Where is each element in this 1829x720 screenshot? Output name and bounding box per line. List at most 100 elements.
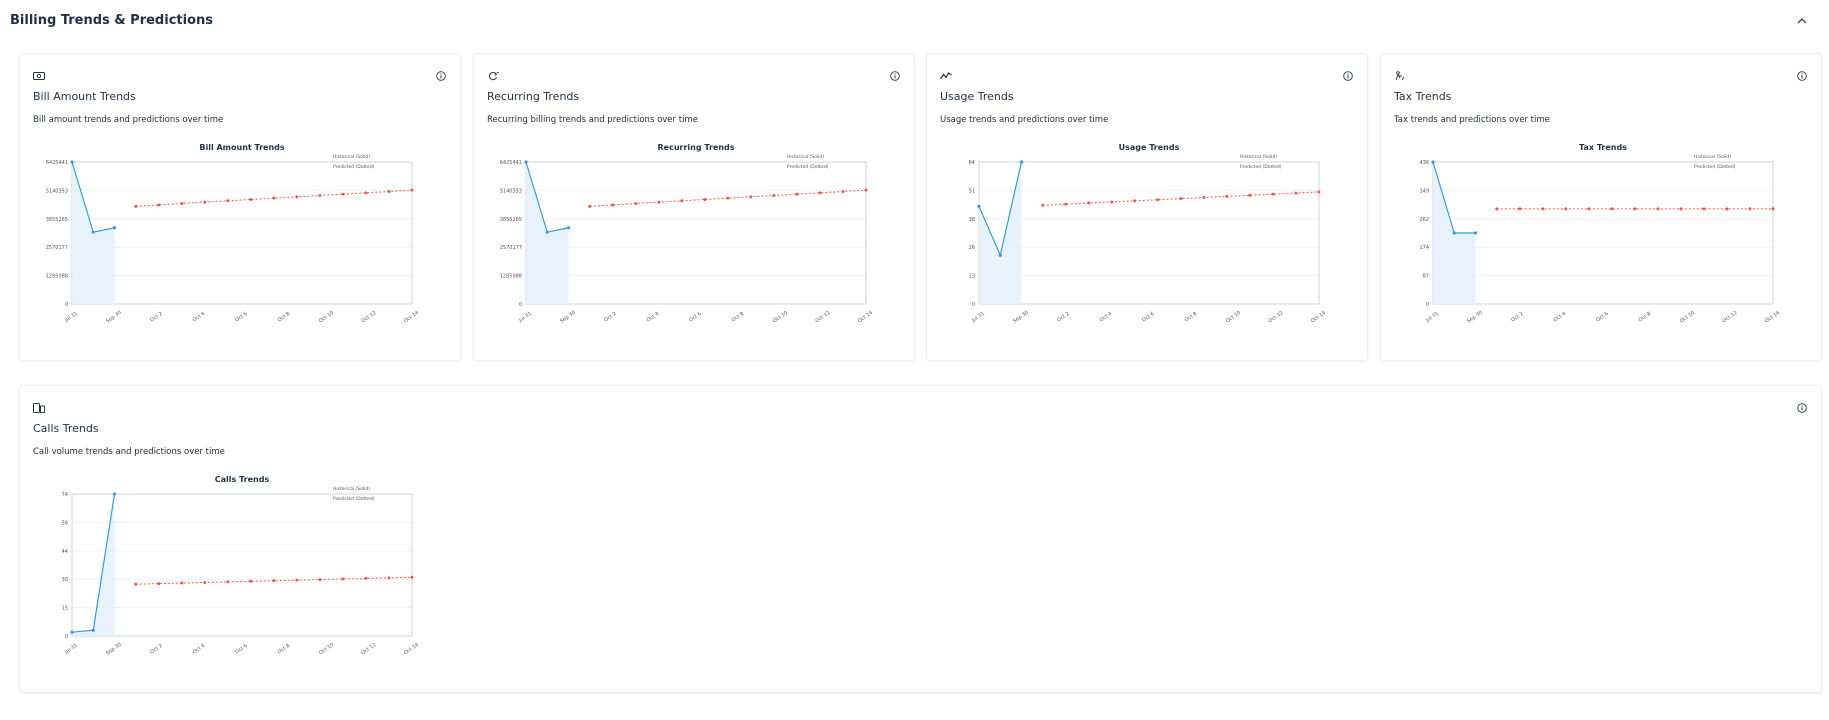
- predicted-point: [1202, 196, 1206, 199]
- y-tick-label: 0: [519, 302, 522, 308]
- x-tick-label: Oct 6: [1595, 311, 1609, 324]
- predicted-point: [1702, 207, 1706, 211]
- x-tick-label: Oct 10: [1225, 310, 1242, 324]
- predicted-point: [795, 192, 799, 196]
- card-description: Usage trends and predictions over time: [940, 115, 1109, 125]
- phone-icon: [33, 398, 47, 413]
- predicted-point: [1041, 203, 1045, 207]
- historical-area: [979, 162, 1022, 304]
- x-tick-label: Oct 12: [1267, 310, 1284, 324]
- predicted-point: [134, 204, 138, 208]
- predicted-point: [1248, 193, 1252, 197]
- usage-trends-chart: Usage Trends 0 13 26 38 51 64 Jul 31 Sep 30 Oct 2…: [969, 143, 1327, 325]
- predicted-point: [749, 195, 753, 199]
- plot-border: [525, 161, 867, 305]
- x-tick-label: Oct 4: [646, 311, 660, 324]
- predicted-point: [818, 191, 822, 195]
- predicted-point: [611, 203, 615, 207]
- card-title: Recurring Trends: [487, 90, 580, 103]
- predicted-point: [1679, 207, 1683, 211]
- legend-historical: Historical (Solid): [787, 154, 824, 160]
- x-tick-label: Sep 30: [559, 310, 577, 325]
- predicted-point: [180, 581, 184, 585]
- calls-trends-chart: Calls Trends 0 15 30 44 59 74 Jul 31 Sep 30 Oct 2…: [62, 475, 420, 657]
- plot-border: [71, 493, 413, 637]
- y-tick-label: 5140353: [46, 188, 68, 194]
- predicted-point: [1725, 207, 1729, 211]
- predicted-point: [1633, 207, 1637, 211]
- historical-point: [998, 253, 1002, 257]
- y-tick-label: 87: [1423, 274, 1429, 280]
- y-tick-label: 74: [62, 492, 68, 498]
- x-tick-label: Oct 8: [277, 311, 291, 324]
- card-description: Recurring billing trends and predictions…: [487, 115, 698, 125]
- predicted-point: [1610, 207, 1614, 211]
- predicted-point: [1133, 199, 1137, 203]
- chart-title: Bill Amount Trends: [199, 143, 285, 152]
- predicted-point: [588, 204, 592, 208]
- x-tick-label: Oct 4: [192, 643, 206, 656]
- chart-title: Recurring Trends: [658, 143, 735, 152]
- chart-title: Tax Trends: [1579, 143, 1627, 152]
- predicted-point: [387, 190, 391, 194]
- predicted-point: [1064, 202, 1068, 206]
- bill-amount-trends-chart: Bill Amount Trends 0 1285088 2570177 3855265…: [46, 143, 420, 325]
- predicted-point: [680, 199, 684, 203]
- chevron-up-icon[interactable]: [1795, 14, 1809, 28]
- x-tick-label: Oct 8: [277, 643, 291, 656]
- card-title: Usage Trends: [940, 90, 1014, 103]
- card-description: Bill amount trends and predictions over …: [33, 115, 224, 125]
- x-tick-label: Oct 8: [731, 311, 745, 324]
- x-tick-label: Oct 2: [603, 311, 617, 324]
- y-tick-label: 3855265: [500, 217, 522, 223]
- x-tick-label: Oct 12: [1721, 310, 1738, 324]
- x-tick-label: Oct 4: [1553, 311, 1567, 324]
- predicted-point: [772, 193, 776, 197]
- x-tick-label: Oct 8: [1638, 311, 1652, 324]
- card-description: Call volume trends and predictions over …: [33, 447, 225, 457]
- predicted-point: [272, 196, 276, 200]
- predicted-point: [1156, 198, 1160, 202]
- y-tick-label: 51: [969, 188, 975, 194]
- predicted-point: [634, 201, 638, 205]
- x-tick-label: Sep 30: [105, 310, 123, 325]
- historical-point: [1431, 160, 1435, 164]
- x-tick-label: Oct 4: [192, 311, 206, 324]
- x-tick-label: Jul 31: [970, 311, 986, 325]
- chart-title: Calls Trends: [215, 475, 270, 484]
- predicted-point: [134, 582, 138, 586]
- plot-border: [1432, 161, 1774, 305]
- predicted-point: [203, 580, 207, 584]
- info-icon[interactable]: [890, 66, 902, 81]
- info-icon[interactable]: [1343, 66, 1355, 81]
- recurring-trends-chart: Recurring Trends 0 1285088 2570177 3855265 51…: [500, 143, 874, 325]
- predicted-point: [1564, 207, 1568, 211]
- tax-icon: [1394, 66, 1408, 81]
- x-tick-label: Oct 2: [1056, 311, 1070, 324]
- historical-point: [524, 160, 528, 164]
- x-tick-label: Jul 31: [1424, 311, 1440, 325]
- info-icon[interactable]: [1797, 66, 1809, 81]
- predicted-point: [1294, 191, 1298, 195]
- y-tick-label: 0: [1426, 302, 1429, 308]
- predicted-point: [295, 578, 299, 582]
- info-icon[interactable]: [1797, 398, 1809, 413]
- y-tick-label: 436: [1419, 160, 1429, 166]
- x-tick-label: Oct 14: [403, 642, 420, 656]
- x-tick-label: Oct 6: [688, 311, 702, 324]
- card-title: Tax Trends: [1394, 90, 1452, 103]
- historical-point: [112, 226, 117, 230]
- legend-historical: Historical (Solid): [1240, 154, 1277, 160]
- predicted-point: [1656, 207, 1660, 211]
- y-tick-label: 13: [969, 274, 975, 280]
- historical-point: [1019, 160, 1024, 164]
- legend-predicted: Predicted (Dotted): [333, 496, 375, 502]
- y-tick-label: 349: [1419, 188, 1429, 194]
- legend-historical: Historical (Solid): [333, 486, 370, 492]
- usage-trends-card: Usage Trends Usage trends and prediction…: [926, 53, 1368, 361]
- money-icon: [33, 66, 47, 80]
- tax-trends-card: Tax Trends Tax trends and predictions ov…: [1380, 53, 1822, 361]
- y-tick-label: 1285088: [46, 274, 68, 280]
- predicted-point: [295, 195, 299, 199]
- info-icon[interactable]: [436, 66, 448, 81]
